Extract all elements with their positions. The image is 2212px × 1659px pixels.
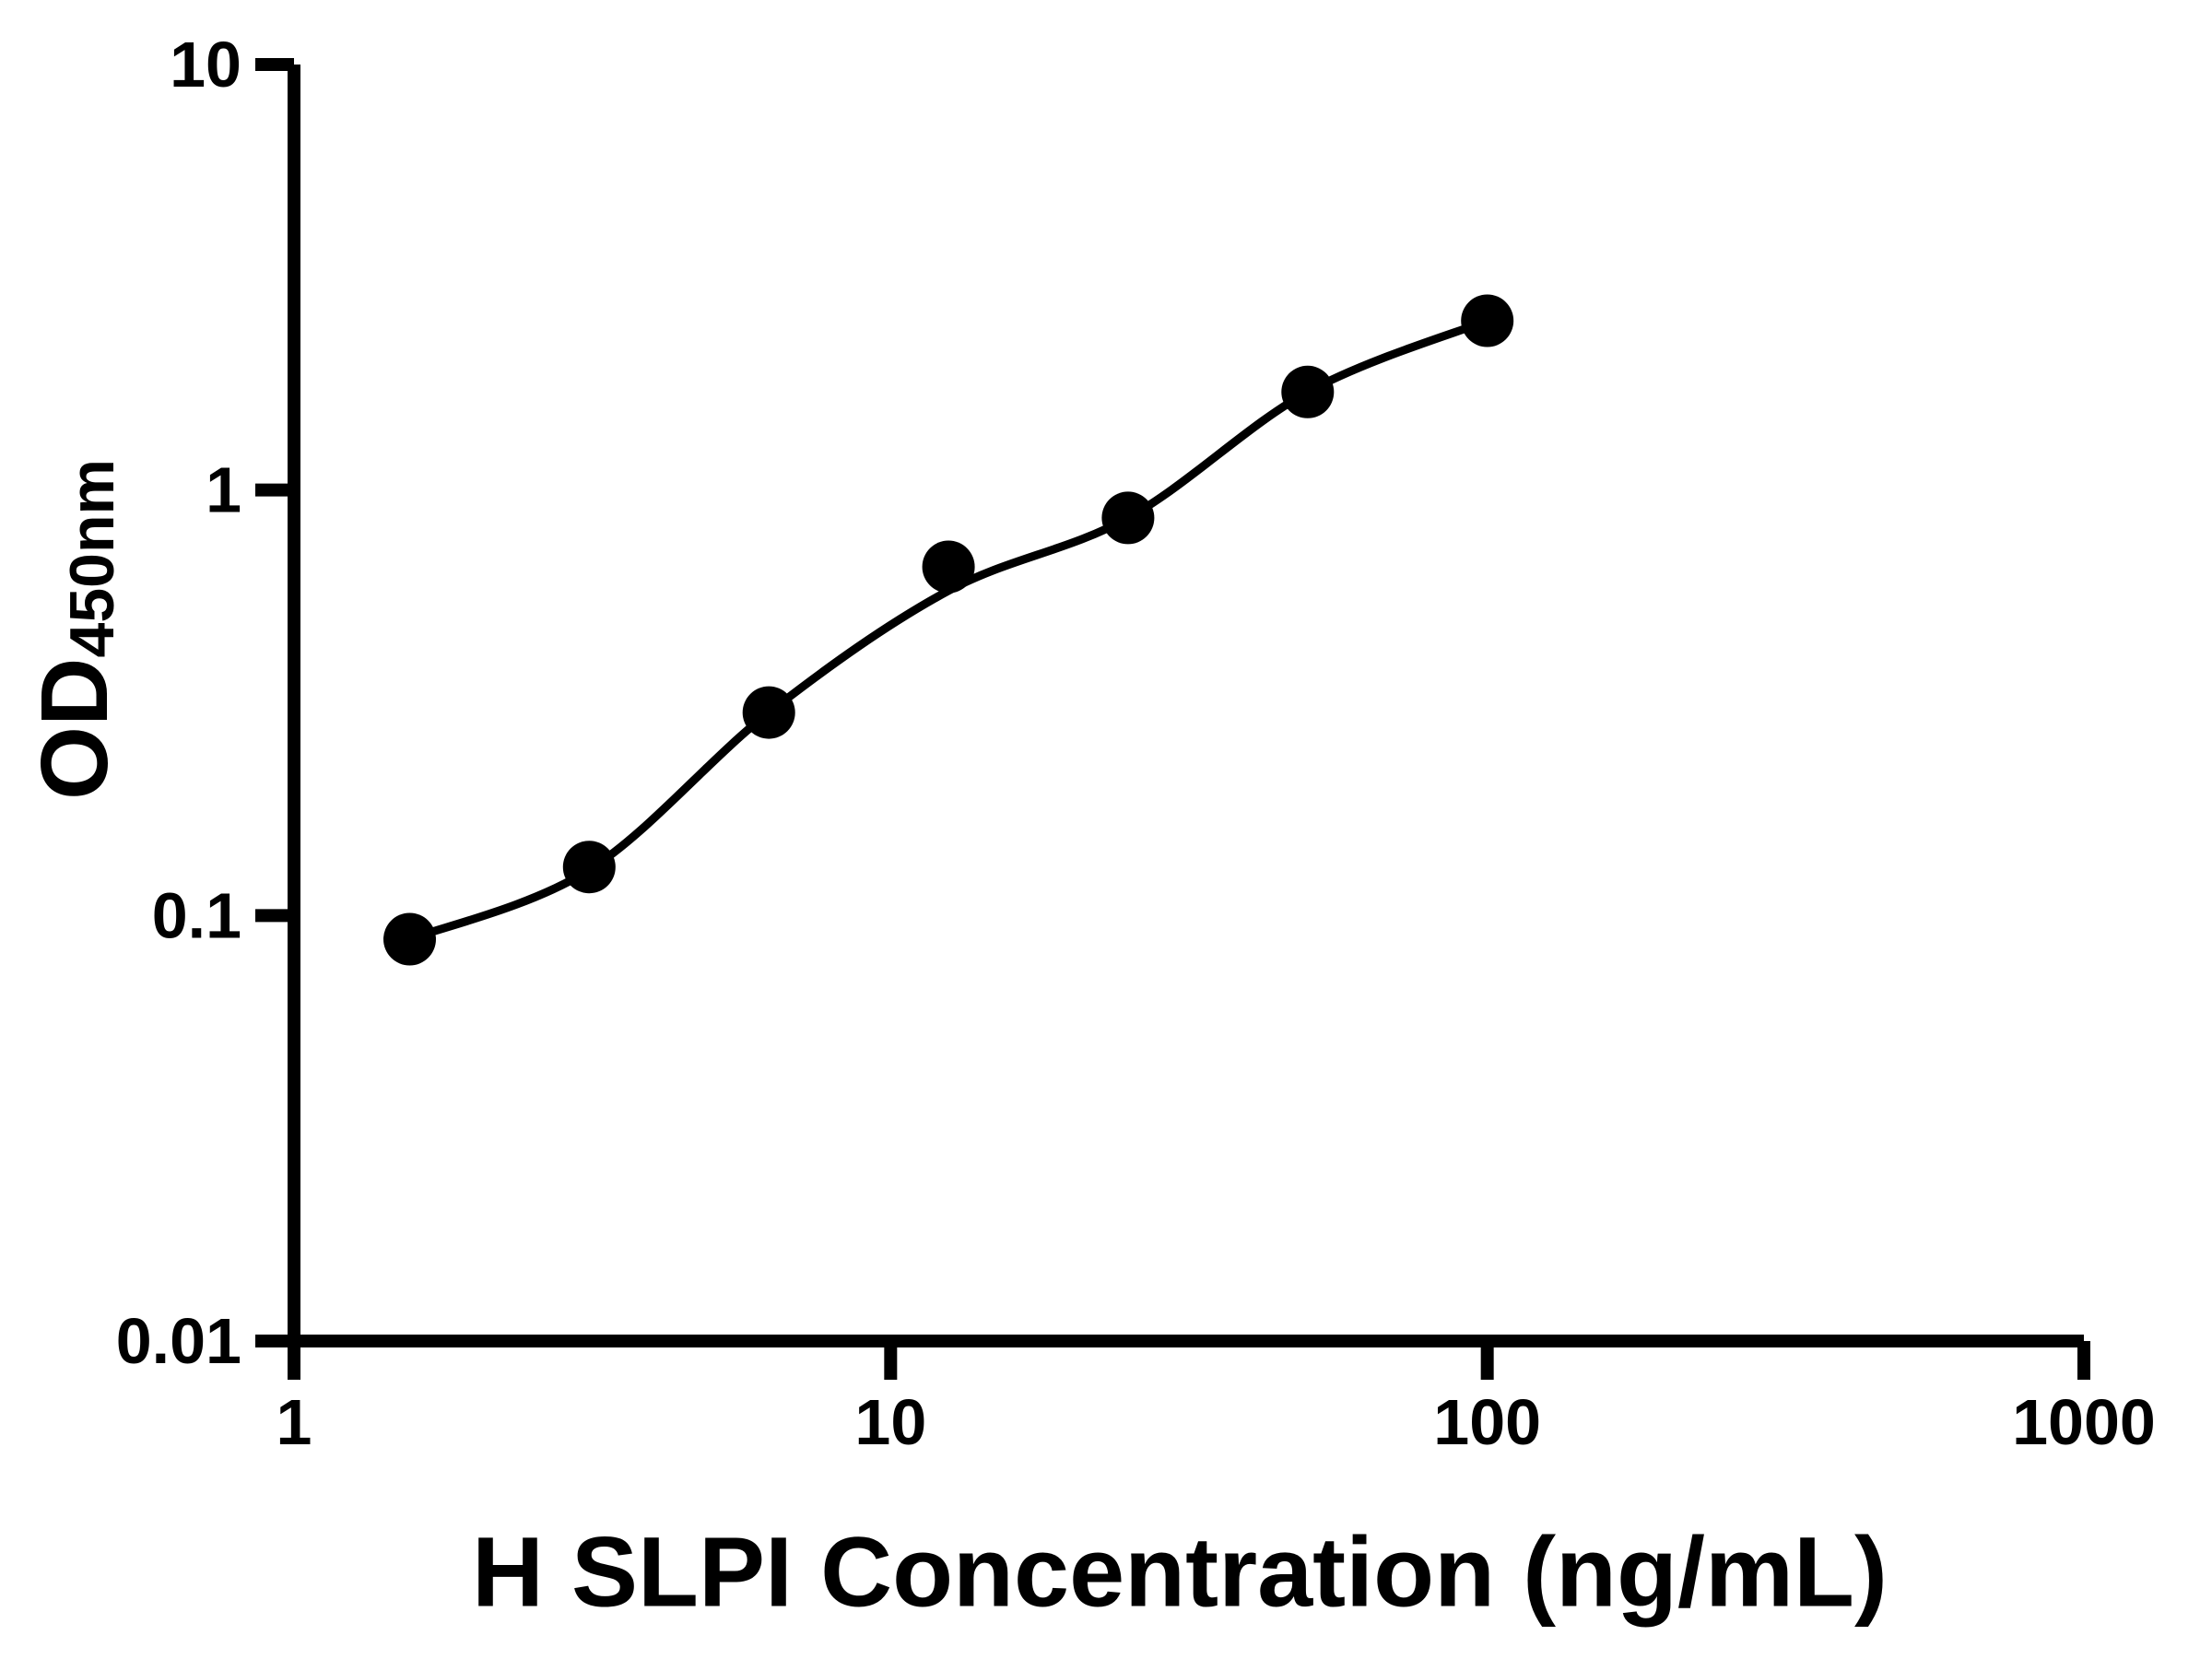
axis-frame-line <box>288 65 2084 1347</box>
data-points <box>383 294 1514 966</box>
data-point <box>1461 294 1514 347</box>
y-axis-title-subscript: 450nm <box>57 459 127 657</box>
x-axis-tick-label: 10 <box>854 1386 926 1458</box>
y-axis-ticks <box>255 58 294 1347</box>
data-point <box>1281 365 1335 418</box>
y-axis-tick-label: 0.1 <box>152 879 241 951</box>
fit-curve <box>406 316 1492 944</box>
axes: 1 10 100 1000 0.01 0.1 1 10 <box>116 29 2156 1458</box>
data-point <box>383 912 436 966</box>
data-point <box>922 540 975 594</box>
x-axis-tick-label: 1000 <box>2012 1386 2156 1458</box>
x-axis-ticks <box>288 1341 2090 1380</box>
x-axis-tick-labels: 1 10 100 1000 <box>276 1386 2156 1458</box>
data-point <box>742 686 795 739</box>
y-axis-title-main: OD <box>21 657 127 800</box>
x-axis-tick-label: 1 <box>276 1386 312 1458</box>
y-axis-tick-labels: 0.01 0.1 1 10 <box>116 29 241 1377</box>
data-point <box>1101 491 1155 545</box>
y-axis-title: OD450nm <box>21 459 128 800</box>
x-axis-tick-label: 100 <box>1433 1386 1541 1458</box>
plot-area <box>383 294 1514 966</box>
y-axis-tick-label: 10 <box>170 29 241 100</box>
y-axis-tick-label: 0.01 <box>116 1305 241 1377</box>
y-axis-tick-label: 1 <box>206 454 241 526</box>
x-axis-title: H SLPI Concentration (ng/mL) <box>472 1516 1888 1628</box>
data-point <box>562 841 616 894</box>
